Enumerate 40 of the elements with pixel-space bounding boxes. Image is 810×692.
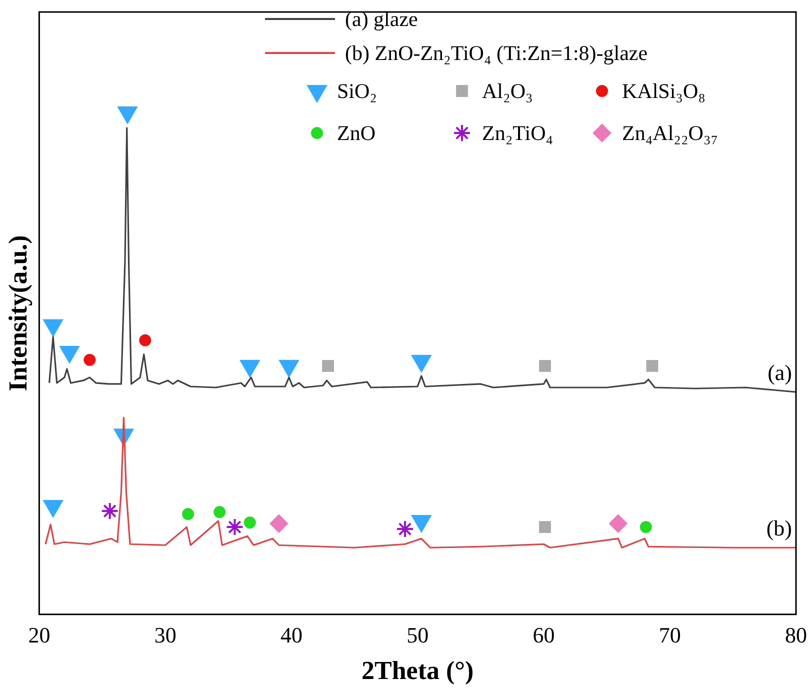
point (240, 360, 260, 377)
legend-label: KAlSi₃O₈ (622, 78, 706, 104)
point (539, 360, 551, 372)
point (412, 354, 432, 372)
y-axis-title: Intensity(a.u.) (3, 235, 32, 392)
x-tick-label: 20 (28, 622, 50, 648)
x-tick-label: 30 (154, 622, 176, 648)
x-tick-label: 80 (785, 622, 807, 648)
point (322, 360, 334, 372)
point (244, 516, 256, 529)
legend-label: ZnO (337, 120, 376, 146)
point (60, 346, 80, 363)
point (609, 514, 628, 533)
point (214, 506, 226, 518)
point (270, 514, 288, 533)
point (100, 502, 119, 520)
point (139, 334, 152, 346)
point (396, 520, 414, 538)
point (182, 508, 194, 520)
legend-label: SiO₂ (337, 78, 378, 104)
point (84, 354, 96, 366)
point (646, 360, 658, 372)
annotation: (a) (768, 360, 792, 385)
legend-label: Zn₄Al₂₂O₃₇ (622, 120, 718, 146)
legend-label: (a) glaze (345, 6, 418, 32)
x-tick-label: 60 (532, 622, 555, 648)
legend-label: Zn₂TiO₄ (482, 120, 554, 146)
x-tick-label: 50 (406, 622, 429, 648)
legend-label: (b) ZnO-Zn₂TiO₄ (Ti:Zn=1:8)-glaze (345, 40, 648, 66)
point (640, 521, 652, 534)
x-tick-label: 70 (658, 622, 681, 648)
x-axis-title: 2Theta (°) (361, 656, 474, 686)
point (118, 106, 138, 124)
x-tick-label: 40 (280, 622, 302, 648)
legend-label: Al₂O₃ (482, 78, 533, 104)
point (279, 360, 299, 377)
point (43, 319, 63, 336)
annotation: (b) (766, 515, 792, 540)
point (539, 521, 551, 533)
point (226, 518, 244, 536)
